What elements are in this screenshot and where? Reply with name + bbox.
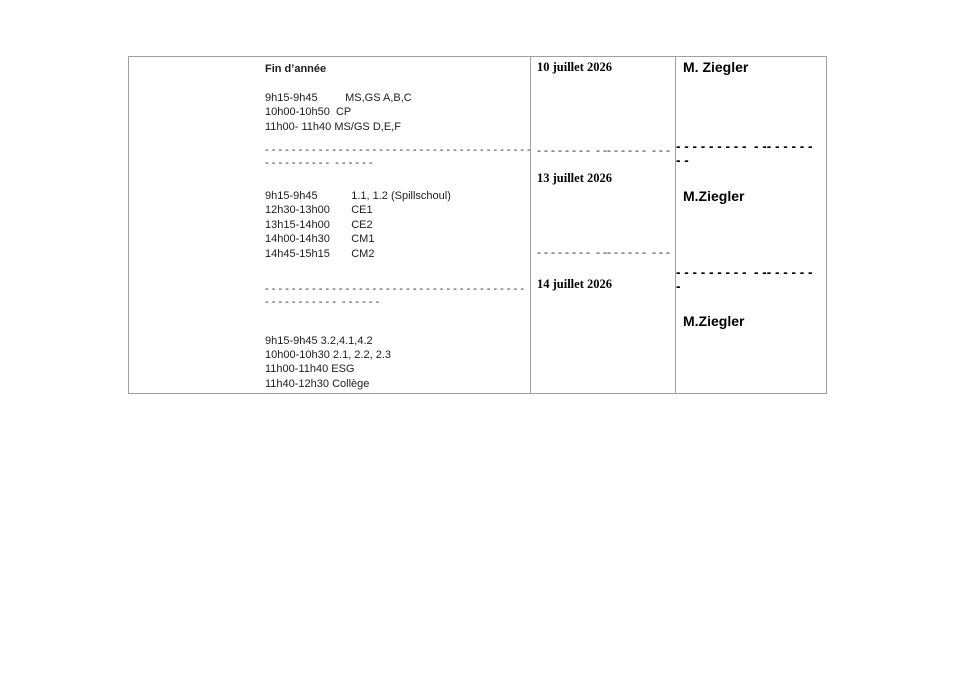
dashed-separator: - - - - - - - - - - - - - - - - - — [265, 295, 380, 308]
schedule-line: 14h45-15h15 CM2 — [265, 247, 375, 260]
schedule-line: 9h15-9h45 3.2,4.1,4.2 — [265, 334, 373, 347]
dashed-separator: - - - - - - - - - - -- - - - - - — [676, 139, 813, 154]
signature-name: M. Ziegler — [683, 59, 749, 75]
date-label: 14 juillet 2026 — [537, 277, 612, 291]
dashed-separator: - - - - - - - - - - - - - - - - - - - - … — [265, 144, 531, 157]
dashed-separator: - - - - - - - - - - - - - - - - - - - - … — [265, 283, 524, 296]
dashed-separator: - - — [676, 153, 689, 168]
schedule-line: 11h00- 11h40 MS/GS D,E,F — [265, 120, 401, 133]
schedule-line: 12h30-13h00 CE1 — [265, 204, 373, 217]
date-label: 13 juillet 2026 — [537, 171, 612, 185]
schedule-line: 11h40-12h30 Collège — [265, 377, 370, 390]
signature-column: M. Ziegler - - - - - - - - - - -- - - - … — [676, 57, 826, 393]
dashed-separator: - — [676, 279, 681, 294]
signature-name: M.Ziegler — [683, 188, 745, 204]
spacer — [265, 169, 530, 189]
schedule-line: 13h15-14h00 CE2 — [265, 218, 373, 231]
dashed-separator-block: - - - - - - - - - - -- - - - - - - — [676, 266, 826, 294]
schedule-line: 10h00-10h50 CP — [265, 106, 352, 119]
spacer — [265, 134, 530, 144]
schedule-column: Fin d’année 9h15-9h45 MS,GS A,B,C 10h00-… — [129, 57, 531, 393]
dashed-separator: - - - - - - - - - - -- - - - - - — [676, 265, 813, 280]
spacer — [265, 76, 530, 90]
dashed-separator: - - - - - - - - - -- - - - - - - - - — [537, 143, 670, 157]
dashed-separator-block: - - - - - - - - - - -- - - - - - - - — [676, 140, 826, 168]
schedule-table: Fin d’année 9h15-9h45 MS,GS A,B,C 10h00-… — [128, 56, 827, 394]
date-label: 10 juillet 2026 — [537, 60, 612, 74]
dashed-separator: - - - - - - - - - - - - - - - - — [265, 156, 373, 169]
spacer — [265, 261, 530, 283]
section-title: Fin d’année — [265, 63, 327, 75]
signature-name: M.Ziegler — [683, 313, 745, 329]
schedule-line: 11h00-11h40 ESG — [265, 363, 355, 376]
spacer — [265, 308, 530, 334]
dashed-separator: - - - - - - - - - -- - - - - - - - - — [537, 245, 670, 259]
schedule-line: 10h00-10h30 2.1, 2.2, 2.3 — [265, 349, 391, 362]
schedule-line: 9h15-9h45 MS,GS A,B,C — [265, 91, 412, 104]
schedule-line: 9h15-9h45 1.1, 1.2 (Spillschoul) — [265, 190, 451, 203]
schedule-line: 14h00-14h30 CM1 — [265, 233, 375, 246]
date-column: 10 juillet 2026 - - - - - - - - - -- - -… — [531, 57, 676, 393]
